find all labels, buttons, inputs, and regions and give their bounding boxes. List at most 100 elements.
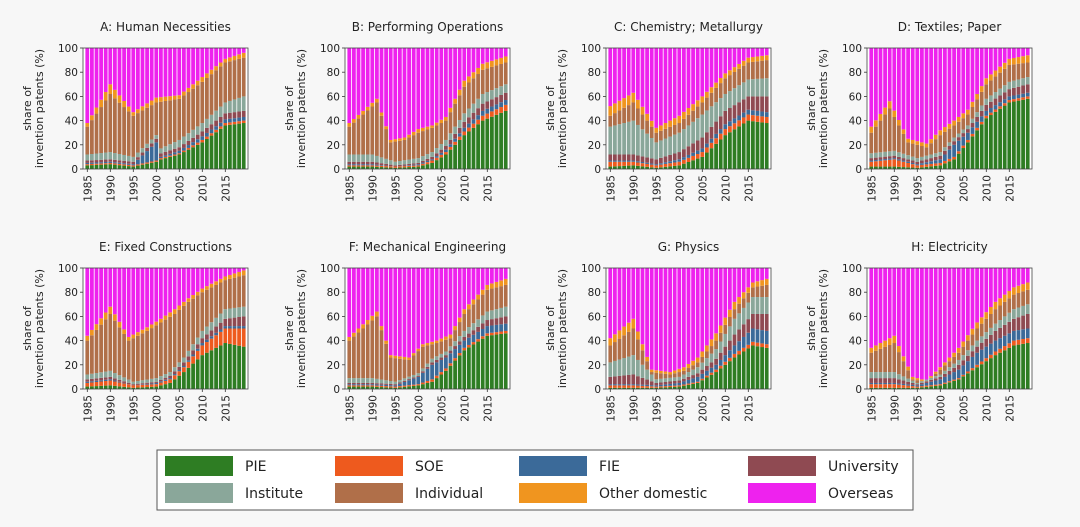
bar-segment-soe bbox=[755, 115, 760, 122]
bar-segment-fie bbox=[411, 164, 416, 166]
bar-segment-other-domestic bbox=[99, 99, 103, 108]
bar-segment-fie bbox=[195, 139, 200, 143]
bar-segment-other-domestic bbox=[411, 353, 416, 356]
bar-segment-other-domestic bbox=[140, 106, 145, 111]
bar-segment-fie bbox=[764, 330, 769, 345]
bar-segment-institute bbox=[416, 158, 421, 163]
bar-segment-fie bbox=[910, 384, 915, 387]
bar-segment-soe bbox=[663, 163, 668, 167]
bar-segment-institute bbox=[947, 367, 952, 371]
bar-segment-university bbox=[186, 356, 191, 361]
bar-segment-university bbox=[668, 381, 672, 384]
bar-segment-fie bbox=[640, 161, 645, 164]
bar-segment-university bbox=[760, 96, 764, 112]
bar-segment-pie bbox=[108, 385, 113, 389]
bar-segment-other-domestic bbox=[764, 278, 769, 285]
bar-segment-university bbox=[649, 381, 654, 386]
bar-segment-individual bbox=[1016, 63, 1021, 80]
bar-segment-overseas bbox=[764, 48, 769, 56]
bar-segment-university bbox=[892, 155, 897, 159]
bar-segment-institute bbox=[636, 359, 640, 377]
bar-segment-fie bbox=[480, 110, 485, 116]
bar-segment-institute bbox=[439, 143, 444, 150]
bar-segment-individual bbox=[356, 118, 361, 155]
bar-segment-university bbox=[356, 161, 361, 165]
bar-segment-pie bbox=[686, 384, 691, 389]
bar-segment-other-domestic bbox=[887, 338, 892, 345]
bar-segment-other-domestic bbox=[686, 363, 691, 369]
bar-segment-university bbox=[462, 121, 467, 128]
bar-segment-individual bbox=[874, 350, 878, 373]
bar-segment-pie bbox=[608, 387, 613, 389]
bar-segment-soe bbox=[975, 127, 979, 131]
bar-segment-university bbox=[998, 327, 1002, 339]
bar-segment-fie bbox=[117, 381, 122, 383]
bar-segment-pie bbox=[439, 157, 444, 169]
bar-segment-soe bbox=[108, 380, 113, 386]
bar-segment-university bbox=[705, 366, 709, 371]
bar-segment-overseas bbox=[490, 268, 494, 284]
bar-segment-university bbox=[370, 161, 375, 165]
panel-title: B: Performing Operations bbox=[352, 20, 504, 34]
bar-segment-pie bbox=[163, 158, 168, 169]
y-tick-label: 0 bbox=[333, 384, 340, 396]
bar-segment-other-domestic bbox=[966, 335, 970, 341]
bar-segment-institute bbox=[232, 307, 237, 318]
bar-segment-institute bbox=[467, 327, 471, 334]
bar-segment-overseas bbox=[718, 268, 723, 326]
bar-segment-university bbox=[480, 323, 485, 329]
bar-segment-pie bbox=[416, 385, 421, 389]
bar-segment-overseas bbox=[878, 268, 883, 344]
bar-segment-institute bbox=[755, 78, 760, 97]
bar-segment-other-domestic bbox=[1012, 57, 1016, 65]
bar-segment-pie bbox=[388, 387, 393, 389]
bar-segment-other-domestic bbox=[154, 97, 159, 103]
bar-segment-pie bbox=[723, 364, 728, 389]
bar-segment-soe bbox=[668, 385, 672, 388]
bar-segment-university bbox=[947, 370, 952, 375]
bar-segment-pie bbox=[159, 159, 163, 169]
x-tick-label: 2010 bbox=[720, 175, 732, 202]
bar-segment-soe bbox=[430, 379, 434, 382]
bar-segment-individual bbox=[672, 124, 677, 135]
bar-segment-soe bbox=[966, 139, 970, 143]
bar-segment-other-domestic bbox=[113, 89, 117, 99]
bar-segment-fie bbox=[85, 381, 90, 383]
bar-segment-overseas bbox=[113, 268, 117, 315]
bar-segment-university bbox=[1025, 84, 1030, 93]
bar-segment-fie bbox=[237, 326, 241, 329]
bar-segment-individual bbox=[608, 345, 613, 363]
x-tick-label: 1995 bbox=[912, 395, 924, 422]
bar-segment-fie bbox=[613, 384, 617, 386]
bar-segment-university bbox=[232, 317, 237, 327]
bar-segment-pie bbox=[677, 386, 682, 389]
bar-segment-fie bbox=[398, 383, 402, 387]
bar-segment-pie bbox=[617, 387, 622, 389]
bar-segment-pie bbox=[952, 159, 956, 169]
plot-frame bbox=[605, 47, 772, 170]
bar-segment-pie bbox=[737, 354, 741, 389]
bar-segment-institute bbox=[695, 367, 700, 374]
bar-segment-pie bbox=[700, 156, 705, 169]
bar-segment-institute bbox=[998, 320, 1002, 328]
bar-segment-fie bbox=[874, 382, 878, 385]
bar-segment-pie bbox=[140, 164, 145, 169]
bar-segment-fie bbox=[241, 116, 246, 121]
bar-segment-institute bbox=[218, 106, 223, 117]
plot-frame bbox=[605, 267, 772, 390]
bar-segment-soe bbox=[897, 384, 901, 388]
bar-segment-overseas bbox=[714, 268, 718, 334]
bar-segment-other-domestic bbox=[608, 106, 613, 116]
bar-segment-other-domestic bbox=[108, 84, 113, 94]
bar-segment-overseas bbox=[379, 268, 384, 327]
bar-segment-other-domestic bbox=[956, 347, 961, 353]
bar-segment-other-domestic bbox=[241, 270, 246, 276]
bar-segment-other-domestic bbox=[691, 104, 695, 111]
bar-segment-institute bbox=[989, 327, 993, 335]
bar-segment-soe bbox=[191, 145, 195, 148]
bar-segment-pie bbox=[924, 166, 929, 169]
bar-segment-fie bbox=[113, 380, 117, 382]
bar-segment-pie bbox=[172, 155, 177, 169]
bar-segment-fie bbox=[494, 104, 499, 110]
bar-segment-institute bbox=[1016, 79, 1021, 87]
